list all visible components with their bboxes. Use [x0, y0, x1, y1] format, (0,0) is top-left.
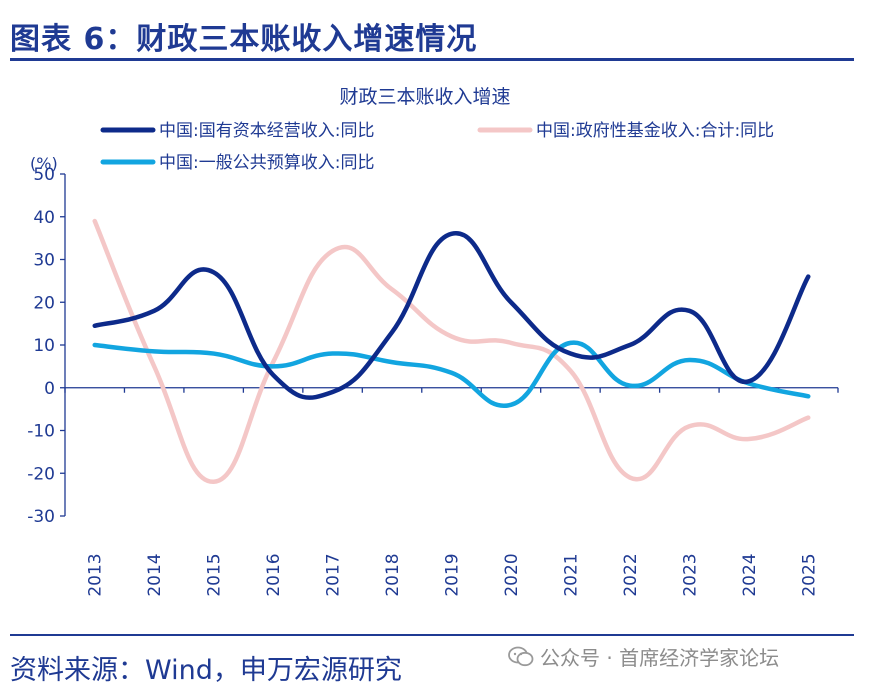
chart-series [92, 218, 811, 485]
source-note: 资料来源：Wind，申万宏源研究 [10, 655, 402, 686]
x-tick-label: 2023 [680, 553, 700, 596]
watermark: 公众号 · 首席经济学家论坛 [508, 642, 779, 671]
x-tick-label: 2022 [621, 553, 641, 596]
watermark-text: 公众号 · 首席经济学家论坛 [540, 646, 780, 670]
x-tick-label: 2021 [561, 553, 581, 596]
y-tick-label: -10 [27, 422, 55, 442]
y-tick-label: 30 [33, 251, 55, 271]
legend-label: 中国:一般公共预算收入:同比 [159, 153, 374, 173]
chart-title: 财政三本账收入增速 [339, 86, 510, 108]
y-tick-label: 40 [33, 208, 55, 228]
series-line [92, 218, 811, 485]
x-tick-label: 2024 [740, 553, 760, 596]
y-axis-unit: (%) [30, 154, 58, 173]
x-tick-label: 2016 [264, 553, 284, 596]
legend-label: 中国:政府性基金收入:合计:同比 [536, 121, 774, 141]
y-tick-label: 10 [33, 336, 55, 356]
chart-axes: (%)50 40 30 20 10 0 -10 -20 -30 2013 2014 2015 2016 2… [27, 154, 839, 597]
y-tick-label: 20 [33, 293, 55, 313]
x-tick-label: 2018 [383, 553, 403, 596]
series-line [92, 231, 811, 400]
chart-legend: 中国:国有资本经营收入:同比 中国:政府性基金收入:合计:同比中国:一般公共预算收… [100, 121, 774, 173]
x-tick-label: 2015 [205, 553, 225, 596]
series-line [92, 340, 811, 409]
x-tick-label: 2025 [799, 553, 819, 596]
x-tick-label: 2019 [443, 553, 463, 596]
y-tick-label: -30 [27, 507, 55, 527]
footer-divider [10, 634, 854, 636]
wechat-icon [508, 646, 534, 666]
x-tick-label: 2020 [502, 553, 522, 596]
line-chart: 财政三本账收入增速 中国:国有资本经营收入:同比 中国:政府性基金收入:合计:同比… [27, 86, 839, 597]
y-tick-label: 0 [44, 379, 55, 399]
title-divider [10, 58, 854, 61]
x-tick-label: 2014 [145, 553, 165, 596]
y-tick-label: -20 [27, 464, 55, 484]
x-tick-label: 2017 [324, 553, 344, 596]
y-tick-label: 50 [33, 165, 55, 185]
x-tick-label: 2013 [86, 553, 106, 596]
legend-label: 中国:国有资本经营收入:同比 [159, 121, 374, 141]
page-title: 图表 6：财政三本账收入增速情况 [10, 22, 478, 57]
